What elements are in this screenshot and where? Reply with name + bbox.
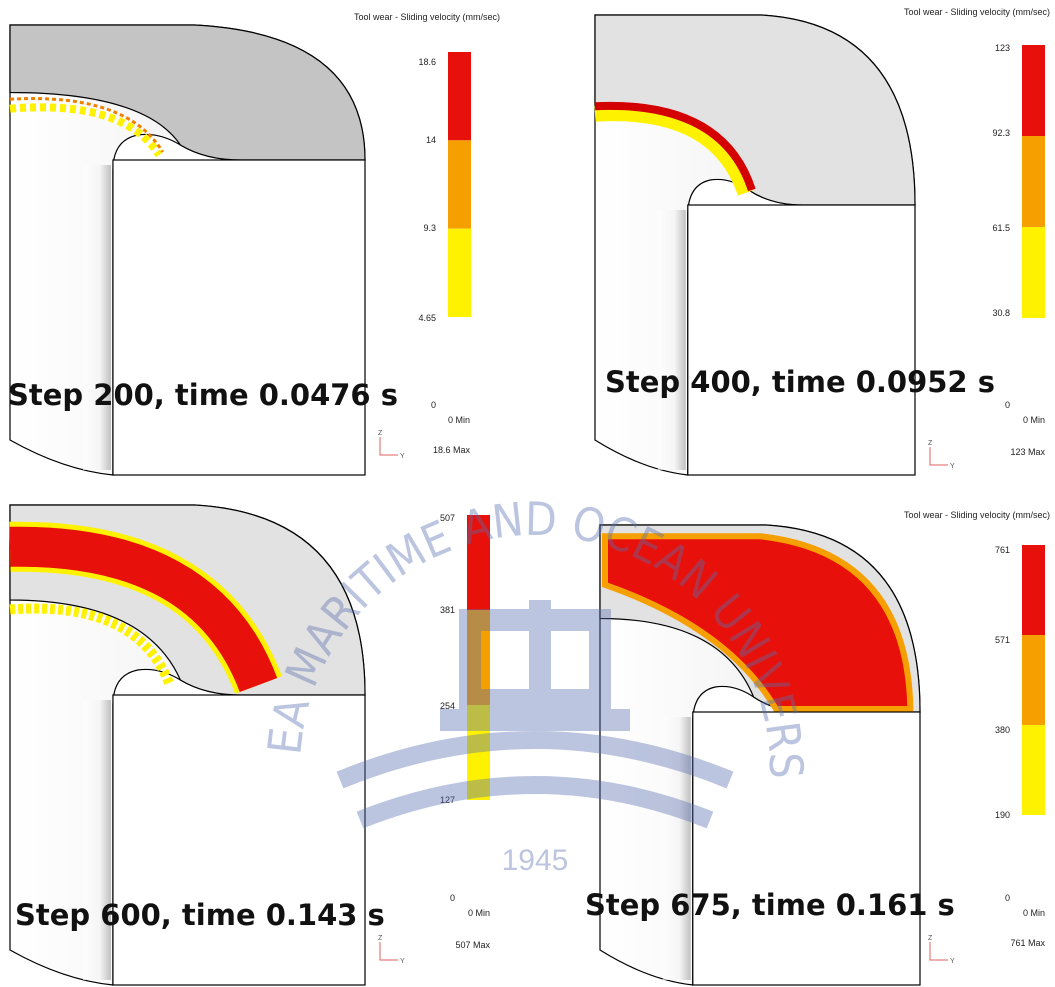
watermark-year: 1945: [502, 844, 569, 877]
legend-min: 0 Min: [1023, 415, 1045, 425]
legend-title: Tool wear - Sliding velocity (mm/sec): [904, 510, 1050, 520]
axis-label: Y: [400, 958, 405, 965]
legend-label: 761: [995, 545, 1010, 555]
figure: Tool wear - Sliding velocity (mm/sec) 18.…: [0, 0, 1055, 987]
axis-label: Y: [400, 453, 405, 460]
axis-label: Z: [928, 440, 933, 447]
legend-min: 0 Min: [468, 908, 490, 918]
legend-label: 9.3: [423, 223, 436, 233]
panel: Tool wear - Sliding velocity (mm/sec) 123…: [595, 7, 1050, 475]
legend-zero: 0: [1005, 400, 1010, 410]
tool-block: [113, 695, 365, 985]
legend-label: 92.3: [992, 128, 1010, 138]
legend-swatch: [448, 229, 471, 317]
axis-label: Z: [378, 430, 383, 437]
tool-shape: [595, 15, 915, 475]
legend-label: 123: [995, 43, 1010, 53]
legend-swatch: [1022, 545, 1045, 635]
axis-label: Z: [928, 935, 933, 942]
axis-triad: [380, 942, 398, 960]
step-caption: Step 675, time 0.161 s: [585, 888, 955, 922]
legend-swatch: [1022, 45, 1045, 136]
legend-label: 61.5: [992, 223, 1010, 233]
axis-triad: [930, 942, 948, 960]
legend-swatch: [1022, 227, 1045, 318]
axis-label: Y: [950, 463, 955, 470]
legend-min: 0 Min: [1023, 908, 1045, 918]
axis-triad: [930, 447, 948, 465]
legend-swatch: [1022, 136, 1045, 227]
step-caption: Step 600, time 0.143 s: [15, 898, 385, 932]
legend-max: 18.6 Max: [433, 445, 471, 455]
legend-label: 190: [995, 810, 1010, 820]
legend-min: 0 Min: [448, 415, 470, 425]
legend-swatch: [1022, 725, 1045, 815]
step-caption: Step 200, time 0.0476 s: [8, 378, 398, 412]
step-caption: Step 400, time 0.0952 s: [605, 365, 995, 399]
legend-max: 123 Max: [1010, 447, 1045, 457]
legend-label: 4.65: [418, 313, 436, 323]
tool-side-shade: [83, 700, 111, 980]
axis-triad: [380, 437, 398, 455]
legend-max: 507 Max: [455, 940, 490, 950]
legend-swatch: [448, 140, 471, 228]
legend-label: 30.8: [992, 308, 1010, 318]
legend-label: 14: [426, 135, 436, 145]
tool-side-shade: [83, 165, 111, 470]
legend-zero: 0: [431, 400, 436, 410]
axis-label: Y: [950, 958, 955, 965]
legend-label: 18.6: [418, 57, 436, 67]
tool-block: [688, 205, 915, 475]
legend-label: 381: [440, 605, 455, 615]
axis-label: Z: [378, 935, 383, 942]
legend-title: Tool wear - Sliding velocity (mm/sec): [904, 7, 1050, 17]
legend-swatch: [1022, 635, 1045, 725]
legend-title: Tool wear - Sliding velocity (mm/sec): [354, 12, 500, 22]
panel: Tool wear - Sliding velocity (mm/sec) 18.…: [8, 12, 500, 475]
legend-zero: 0: [450, 893, 455, 903]
legend-label: 380: [995, 725, 1010, 735]
legend-max: 761 Max: [1010, 938, 1045, 948]
tool-side-shade: [658, 210, 686, 470]
legend-swatch: [448, 52, 471, 140]
legend-label: 571: [995, 635, 1010, 645]
tool-block: [113, 160, 365, 475]
legend-zero: 0: [1005, 893, 1010, 903]
